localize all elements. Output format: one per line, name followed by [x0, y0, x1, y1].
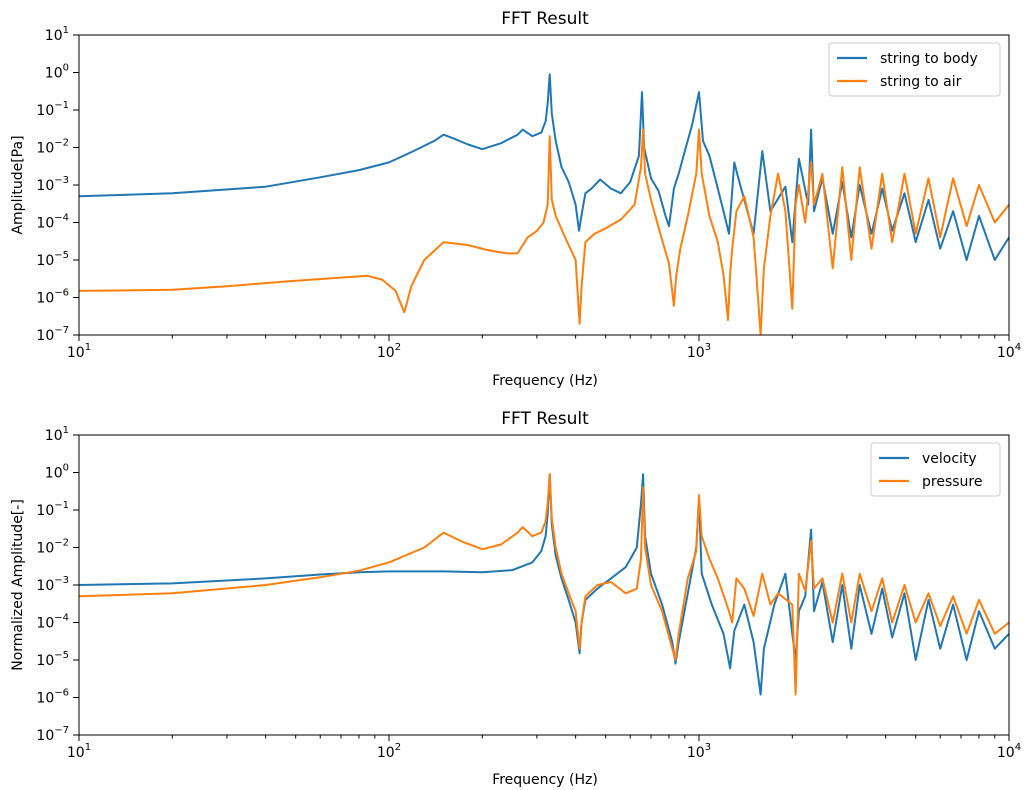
y-tick-label: 10−6	[36, 688, 69, 707]
x-tick-label: 101	[67, 742, 91, 761]
legend-box	[870, 442, 1001, 497]
y-axis-label-text: Amplitude[Pa]	[10, 135, 26, 234]
chart-top: FFT Result Amplitude[Pa] Frequency (Hz) …	[10, 9, 1021, 389]
y-axis-label: Amplitude[Pa]	[10, 135, 26, 234]
y-tick-label: 101	[45, 25, 69, 44]
x-tick-label: 104	[997, 742, 1021, 761]
series-line-velocity	[79, 473, 1009, 696]
axis-ticks: 101 102 103 104 10−7 10−6 10−5 10−4 10−3 10−2 10−1…	[36, 25, 1021, 361]
x-tick-label: 102	[377, 342, 401, 361]
series-line-string-to-body	[79, 73, 1009, 261]
y-tick-label: 10−3	[36, 175, 69, 194]
y-tick-label: 10−7	[36, 325, 69, 344]
chart-bottom: FFT Result Normalized Amplitude[-] Frequ…	[10, 409, 1021, 788]
y-tick-label: 100	[45, 63, 69, 82]
y-tick-label: 10−1	[36, 100, 69, 119]
legend-box	[828, 42, 1001, 97]
y-tick-label: 10−2	[36, 538, 69, 557]
x-tick-label: 103	[687, 342, 711, 361]
axes-frame	[78, 34, 1010, 336]
legend: string to body string to air	[828, 42, 1001, 97]
x-axis-label: Frequency (Hz)	[492, 772, 598, 788]
y-tick-label: 10−5	[36, 650, 69, 669]
y-tick-label: 10−1	[36, 500, 69, 519]
y-tick-label: 10−2	[36, 138, 69, 157]
y-axis-label-text: Normalized Amplitude[-]	[10, 499, 26, 671]
legend-label-velocity: velocity	[922, 451, 977, 467]
legend-label-string-to-body: string to body	[880, 51, 978, 67]
axis-ticks: 101 102 103 104 10−7 10−6 10−5 10−4 10−3 10−2 10−1…	[36, 425, 1021, 761]
y-tick-label: 10−3	[36, 575, 69, 594]
y-tick-label: 10−5	[36, 250, 69, 269]
y-axis-label: Normalized Amplitude[-]	[10, 499, 26, 671]
plot-area	[79, 73, 1009, 335]
y-tick-label: 10−4	[36, 613, 69, 632]
x-tick-label: 101	[67, 342, 91, 361]
x-axis-label: Frequency (Hz)	[492, 373, 598, 389]
chart-title: FFT Result	[501, 9, 589, 29]
y-tick-label: 100	[45, 463, 69, 482]
x-tick-label: 103	[687, 742, 711, 761]
x-tick-label: 104	[997, 342, 1021, 361]
y-tick-label: 10−7	[36, 725, 69, 744]
legend-label-pressure: pressure	[922, 474, 982, 490]
series-line-pressure	[79, 473, 1009, 696]
y-tick-label: 10−4	[36, 213, 69, 232]
chart-title: FFT Result	[501, 409, 589, 429]
legend: velocity pressure	[870, 442, 1001, 497]
y-tick-label: 10−6	[36, 288, 69, 307]
plot-area	[79, 473, 1009, 696]
y-tick-label: 101	[45, 425, 69, 444]
legend-label-string-to-air: string to air	[880, 74, 962, 90]
axes-frame	[78, 434, 1010, 736]
series-line-string-to-air	[79, 128, 1009, 335]
x-tick-label: 102	[377, 742, 401, 761]
